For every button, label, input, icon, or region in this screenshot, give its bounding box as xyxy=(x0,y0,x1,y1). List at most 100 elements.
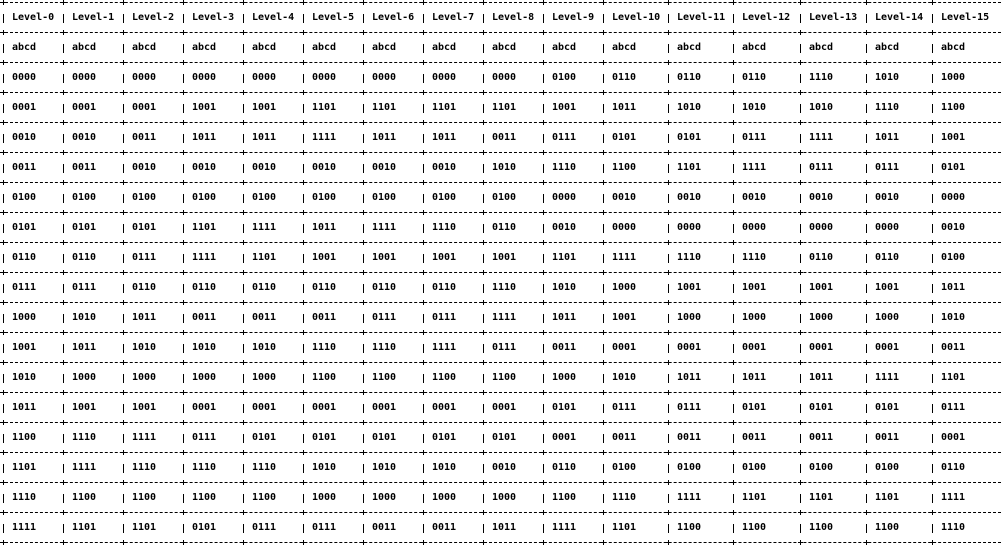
junction-mark xyxy=(61,360,66,365)
junction-mark xyxy=(121,270,126,275)
column-divider xyxy=(183,524,184,533)
junction-mark xyxy=(241,150,246,155)
junction-mark xyxy=(930,30,935,35)
column-divider xyxy=(243,284,244,293)
table-cell: 0110 xyxy=(492,222,517,233)
junction-mark xyxy=(481,240,486,245)
junction-mark xyxy=(798,240,803,245)
column-divider xyxy=(423,14,424,23)
column-divider xyxy=(3,44,4,53)
junction-mark xyxy=(541,30,546,35)
column-divider xyxy=(363,344,364,353)
table-cell: 1100 xyxy=(612,162,637,173)
column-divider xyxy=(483,284,484,293)
column-divider xyxy=(733,44,734,53)
junction-mark xyxy=(541,150,546,155)
junction-mark xyxy=(798,270,803,275)
column-divider xyxy=(183,164,184,173)
junction-mark xyxy=(241,300,246,305)
table-cell: 0100 xyxy=(12,192,37,203)
column-divider xyxy=(423,344,424,353)
column-divider xyxy=(3,434,4,443)
junction-mark xyxy=(301,300,306,305)
junction-mark xyxy=(61,180,66,185)
column-divider xyxy=(733,74,734,83)
column-divider xyxy=(866,14,867,23)
table-cell: 0000 xyxy=(677,222,702,233)
column-divider xyxy=(123,134,124,143)
junction-mark xyxy=(481,150,486,155)
junction-mark xyxy=(481,30,486,35)
column-divider xyxy=(363,434,364,443)
junction-mark xyxy=(181,300,186,305)
column-divider xyxy=(243,344,244,353)
column-divider xyxy=(243,224,244,233)
junction-mark xyxy=(541,540,546,545)
column-divider xyxy=(183,284,184,293)
column-divider xyxy=(483,494,484,503)
junction-mark xyxy=(481,90,486,95)
table-cell: 1110 xyxy=(809,72,834,83)
table-cell: 1110 xyxy=(742,252,767,263)
junction-mark xyxy=(481,510,486,515)
junction-mark xyxy=(1,60,6,65)
column-divider xyxy=(603,404,604,413)
junction-mark xyxy=(481,450,486,455)
table-cell: 1010 xyxy=(809,102,834,113)
table-cell: 0001 xyxy=(492,402,517,413)
column-divider xyxy=(603,494,604,503)
junction-mark xyxy=(61,450,66,455)
table-cell: 1110 xyxy=(192,462,217,473)
table-cell: 0111 xyxy=(432,312,457,323)
junction-mark xyxy=(241,270,246,275)
table-cell: abcd xyxy=(941,42,966,53)
junction-mark xyxy=(666,0,671,5)
table-cell: 1011 xyxy=(252,132,277,143)
column-divider xyxy=(3,314,4,323)
table-cell: 1110 xyxy=(432,222,457,233)
table-cell: 1100 xyxy=(552,492,577,503)
table-cell: 1011 xyxy=(12,402,37,413)
column-divider xyxy=(543,74,544,83)
table-cell: 1001 xyxy=(552,102,577,113)
junction-mark xyxy=(864,480,869,485)
column-divider xyxy=(800,224,801,233)
junction-mark xyxy=(181,480,186,485)
column-divider xyxy=(603,134,604,143)
column-divider xyxy=(800,104,801,113)
junction-mark xyxy=(241,360,246,365)
column-header: Level-12 xyxy=(742,12,791,23)
table-cell: 0000 xyxy=(875,222,900,233)
table-cell: 0111 xyxy=(492,342,517,353)
table-cell: 1011 xyxy=(552,312,577,323)
column-divider xyxy=(423,44,424,53)
table-cell: 1010 xyxy=(677,102,702,113)
column-header: Level-3 xyxy=(192,12,235,23)
table-cell: 0100 xyxy=(552,72,577,83)
column-divider xyxy=(932,164,933,173)
junction-mark xyxy=(798,420,803,425)
column-divider xyxy=(800,404,801,413)
table-cell: 0011 xyxy=(432,522,457,533)
row-separator xyxy=(0,32,1001,33)
column-divider xyxy=(123,104,124,113)
junction-mark xyxy=(731,270,736,275)
junction-mark xyxy=(421,30,426,35)
row-separator xyxy=(0,512,1001,513)
table-cell: 1100 xyxy=(875,522,900,533)
table-cell: 0000 xyxy=(72,72,97,83)
junction-mark xyxy=(541,480,546,485)
column-divider xyxy=(303,104,304,113)
row-separator xyxy=(0,2,1001,3)
junction-mark xyxy=(541,450,546,455)
table-cell: 1001 xyxy=(72,402,97,413)
column-divider xyxy=(183,104,184,113)
column-divider xyxy=(303,404,304,413)
junction-mark xyxy=(121,300,126,305)
table-cell: 0011 xyxy=(372,522,397,533)
column-divider xyxy=(183,74,184,83)
table-cell: 0111 xyxy=(612,402,637,413)
column-divider xyxy=(243,524,244,533)
table-cell: 1000 xyxy=(875,312,900,323)
junction-mark xyxy=(864,270,869,275)
